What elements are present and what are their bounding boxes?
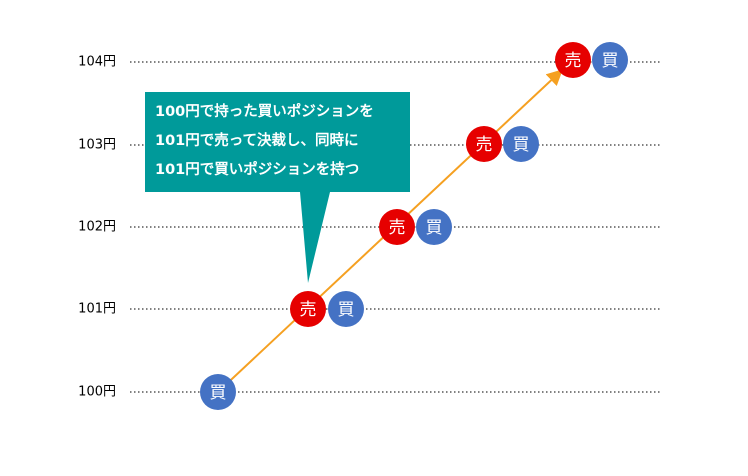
- node-circle: [328, 291, 364, 327]
- node-circle: [200, 374, 236, 410]
- node-circle: [290, 291, 326, 327]
- node-label: 買: [210, 383, 227, 403]
- level-label: 102円: [78, 220, 116, 235]
- node-label: 売: [389, 218, 406, 238]
- callout-text: 101円で売って決裁し、同時に: [155, 131, 359, 149]
- node-circle: [416, 209, 452, 245]
- node-label: 売: [565, 51, 582, 71]
- node-label: 買: [426, 218, 443, 238]
- level-label: 101円: [78, 302, 116, 317]
- nodes: 買売 買売 買売 買売買: [200, 42, 628, 410]
- callout-text: 100円で持った買いポジションを: [155, 102, 374, 120]
- level-label: 100円: [78, 385, 116, 400]
- level-label: 103円: [78, 138, 116, 153]
- node-label: 買: [513, 135, 530, 155]
- node-circle: [503, 126, 539, 162]
- callout-text: 101円で買いポジションを持つ: [155, 160, 359, 178]
- callout: [145, 92, 410, 283]
- node-circle: [592, 42, 628, 78]
- node-label: 買: [338, 300, 355, 320]
- node-label: 買: [602, 51, 619, 71]
- level-label: 104円: [78, 55, 116, 70]
- node-circle: [379, 209, 415, 245]
- node-label: 売: [300, 300, 317, 320]
- node-circle: [555, 42, 591, 78]
- node-circle: [466, 126, 502, 162]
- node-label: 売: [476, 135, 493, 155]
